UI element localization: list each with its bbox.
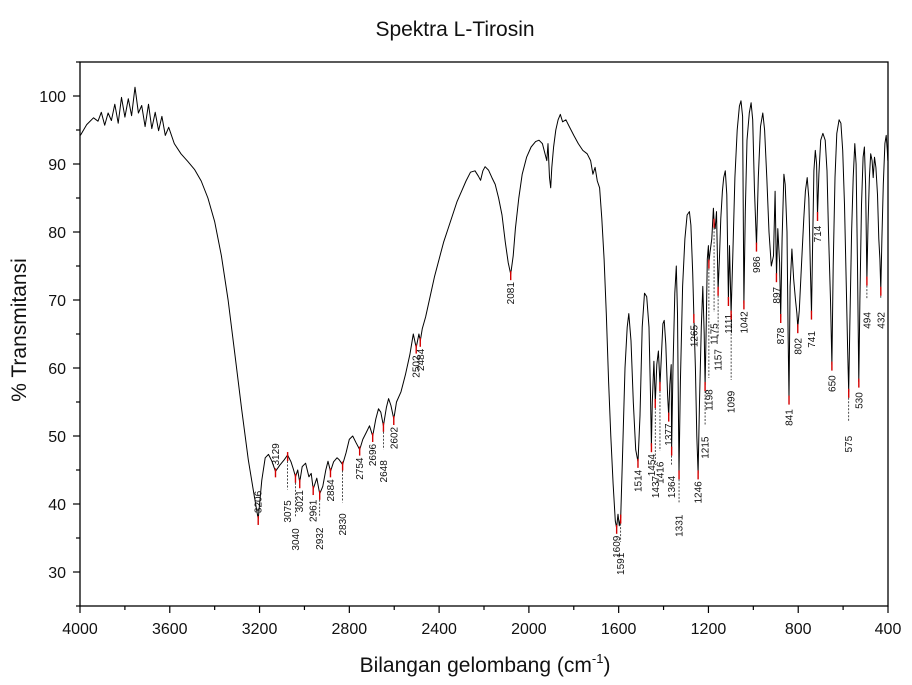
peak-label: 2502: [412, 355, 423, 378]
x-axis-title: Bilangan gelombang (cm-1): [360, 651, 611, 677]
x-tick-label: 3200: [242, 621, 278, 638]
peak-label: 2830: [338, 513, 349, 536]
chart-title: Spektra L-Tirosin: [375, 18, 534, 41]
spectrum-series: [79, 86, 889, 529]
y-tick-label: 40: [48, 497, 66, 514]
peak-label: 741: [807, 331, 818, 348]
peak-label: 1514: [633, 469, 644, 492]
peak-label: 986: [752, 256, 763, 273]
peak-label: 2754: [355, 457, 366, 480]
peak-label: 1175: [710, 323, 721, 345]
peak-label: 530: [854, 392, 865, 409]
peak-label: 2484: [416, 348, 427, 371]
x-axis-title-superscript: -1: [592, 651, 604, 666]
peak-label: 1157: [714, 349, 725, 371]
peak-label: 1377: [664, 423, 675, 446]
peak-label: 1364: [667, 475, 678, 498]
peak-label: 2081: [506, 282, 517, 305]
peak-label: 2602: [389, 426, 400, 449]
peak-label: 878: [776, 327, 787, 344]
y-tick-label: 60: [48, 361, 66, 378]
peak-label: 1609: [612, 535, 623, 558]
x-axis-title-suffix: ): [603, 654, 610, 677]
peak-label: 3021: [295, 490, 306, 513]
x-tick-label: 2000: [511, 621, 547, 638]
peak-label: 3075: [283, 500, 294, 523]
x-tick-label: 800: [785, 621, 812, 638]
x-tick-label: 3600: [152, 621, 188, 638]
peak-label: 2696: [368, 443, 379, 466]
plot-frame: [79, 61, 889, 607]
y-tick-label: 30: [48, 565, 66, 582]
y-tick-label: 70: [48, 293, 66, 310]
peak-label: 2884: [326, 479, 337, 502]
x-axis: 4000 3600 3200 2800 2400 2000 1600 1200 800 400: [62, 606, 901, 638]
peak-label: 2932: [315, 527, 326, 550]
x-tick-label: 4000: [62, 621, 98, 638]
peak-label: 1099: [727, 390, 738, 413]
x-tick-label: 1200: [691, 621, 727, 638]
x-tick-label: 2400: [421, 621, 457, 638]
y-tick-label: 100: [39, 89, 66, 106]
peak-label: 1265: [689, 324, 700, 347]
peak-label: 897: [772, 286, 783, 303]
spectrum-line: [79, 86, 889, 529]
peak-label: 575: [844, 435, 855, 452]
peak-label: 1416: [656, 461, 667, 484]
peak-label: 1111: [724, 313, 735, 333]
peak-label: 1042: [739, 311, 750, 334]
peak-label: 1198: [704, 389, 715, 411]
peak-label: 841: [785, 409, 796, 426]
peak-label: 2961: [309, 499, 320, 522]
peak-label: 714: [813, 225, 824, 242]
x-tick-label: 1600: [601, 621, 637, 638]
peak-label: 1591: [616, 552, 627, 575]
peak-label: 1331: [674, 514, 685, 537]
peak-label: 1454: [647, 454, 658, 477]
peak-label: 3040: [291, 528, 302, 551]
peak-label: 2648: [379, 460, 390, 483]
peak-label: 1246: [694, 481, 705, 504]
y-tick-label: 90: [48, 157, 66, 174]
y-tick-label: 80: [48, 225, 66, 242]
y-axis: 30 40 50 60 70 80 90 100: [39, 61, 80, 607]
peak-label: 802: [793, 337, 804, 354]
peak-label: 3206: [254, 490, 265, 513]
peak-label: 494: [862, 312, 873, 329]
peak-label: 650: [827, 375, 838, 392]
peak-label: 3129: [271, 443, 282, 466]
peak-label: 1437: [651, 475, 662, 498]
x-tick-label: 400: [875, 621, 902, 638]
y-axis-title: % Transmitansi: [8, 258, 31, 402]
x-axis-title-text: Bilangan gelombang (cm: [360, 654, 592, 677]
y-tick-label: 50: [48, 429, 66, 446]
x-tick-label: 2800: [332, 621, 368, 638]
peak-label: 1215: [701, 436, 712, 459]
peak-label: 432: [876, 312, 887, 329]
